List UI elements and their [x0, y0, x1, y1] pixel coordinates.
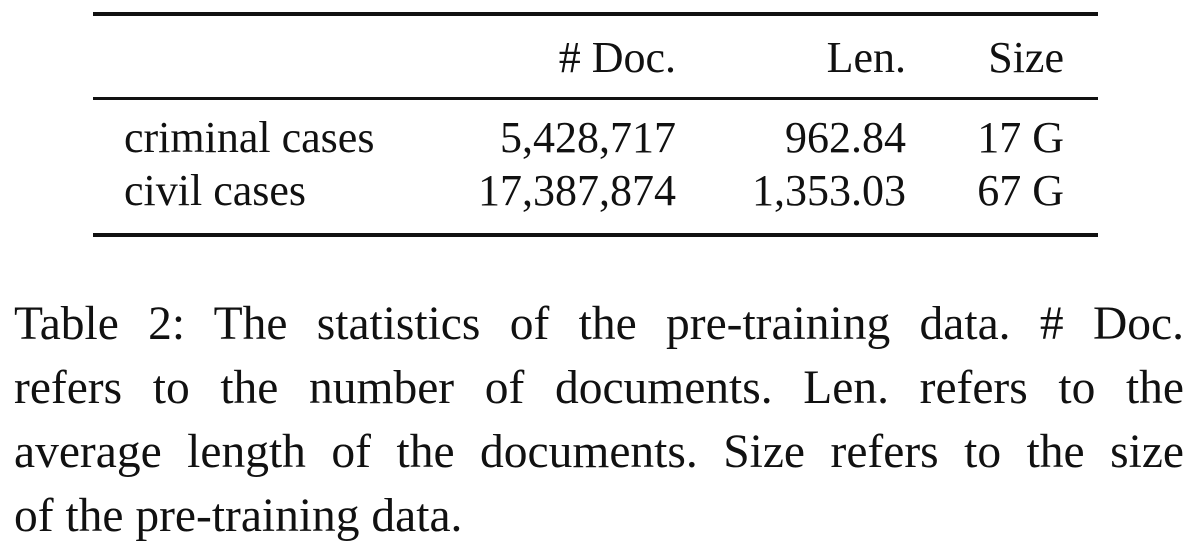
row-len: 1,353.03: [752, 166, 906, 215]
row-size: 67 G: [977, 166, 1064, 215]
header-doc: # Doc.: [558, 33, 676, 82]
row-len: 962.84: [785, 113, 906, 162]
table-top-rule: [93, 12, 1098, 16]
table-bottom-rule: [93, 233, 1098, 237]
header-size: Size: [988, 33, 1064, 82]
table-caption: Table 2: The statistics of the pre-train…: [14, 292, 1184, 548]
row-doc: 5,428,717: [500, 113, 676, 162]
header-len: Len.: [826, 33, 906, 82]
caption-line: average length of the documents. Size re…: [14, 426, 1184, 478]
row-doc: 17,387,874: [478, 166, 676, 215]
row-name: criminal cases: [124, 113, 375, 162]
caption-line: Table 2: The statistics of the pre-train…: [14, 298, 1184, 350]
caption-line: refers to the number of documents. Len. …: [14, 362, 1184, 414]
row-name: civil cases: [124, 166, 307, 215]
caption-line: of the pre-training data.: [14, 490, 463, 542]
row-size: 17 G: [977, 113, 1064, 162]
table-header-rule: [93, 97, 1098, 100]
